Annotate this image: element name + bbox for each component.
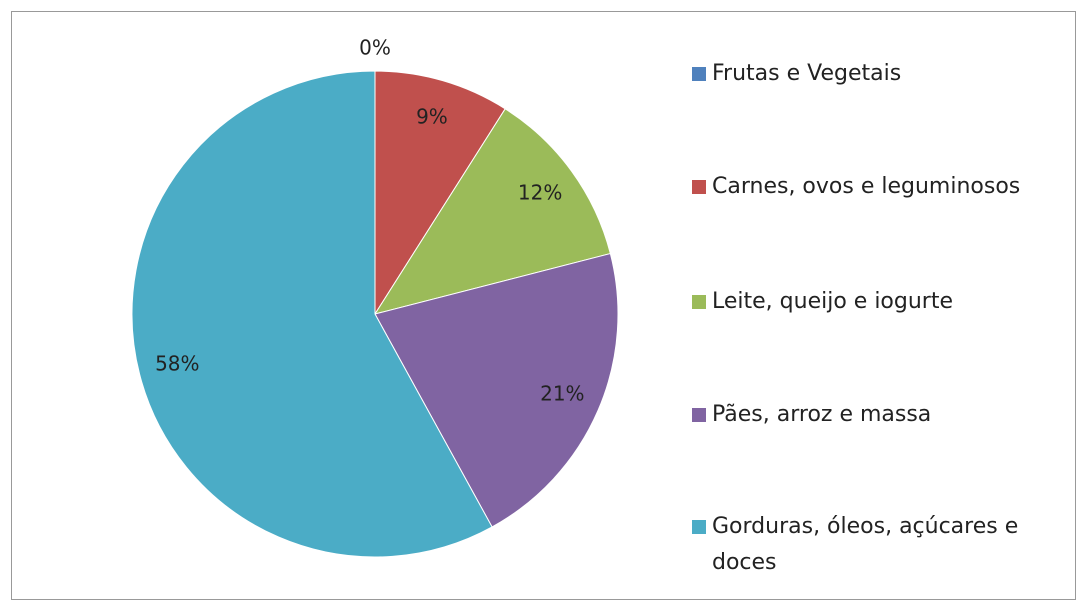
legend-item: Frutas e Vegetais [692, 56, 1064, 92]
data-label: 58% [155, 351, 199, 375]
legend-item: Leite, queijo e iogurte [692, 284, 1064, 320]
legend-item: Carnes, ovos e leguminosos [692, 169, 1064, 205]
pie-slice [131, 70, 493, 558]
pie-slice [374, 70, 506, 316]
data-label: 9% [416, 104, 448, 128]
legend-label: Carnes, ovos e leguminosos [712, 174, 1021, 199]
legend-label: Frutas e Vegetais [712, 61, 902, 86]
legend-label: Pães, arroz e massa [712, 402, 932, 427]
legend-swatch [692, 520, 706, 534]
legend-item: Pães, arroz e massa [692, 397, 1064, 433]
data-label: 12% [518, 181, 562, 205]
legend-swatch [692, 180, 706, 194]
legend-swatch [692, 67, 706, 81]
legend-label: Gorduras, óleos, açúcares e doces [712, 514, 1019, 575]
pie-slice [373, 108, 611, 315]
legend-item: Gorduras, óleos, açúcares e doces [692, 509, 1064, 581]
data-label: 0% [359, 36, 391, 60]
legend-swatch [692, 295, 706, 309]
legend-label: Leite, queijo e iogurte [712, 289, 954, 314]
chart-border [11, 11, 1076, 600]
data-label: 21% [540, 382, 584, 406]
pie-slice [374, 252, 619, 528]
legend-swatch [692, 408, 706, 422]
